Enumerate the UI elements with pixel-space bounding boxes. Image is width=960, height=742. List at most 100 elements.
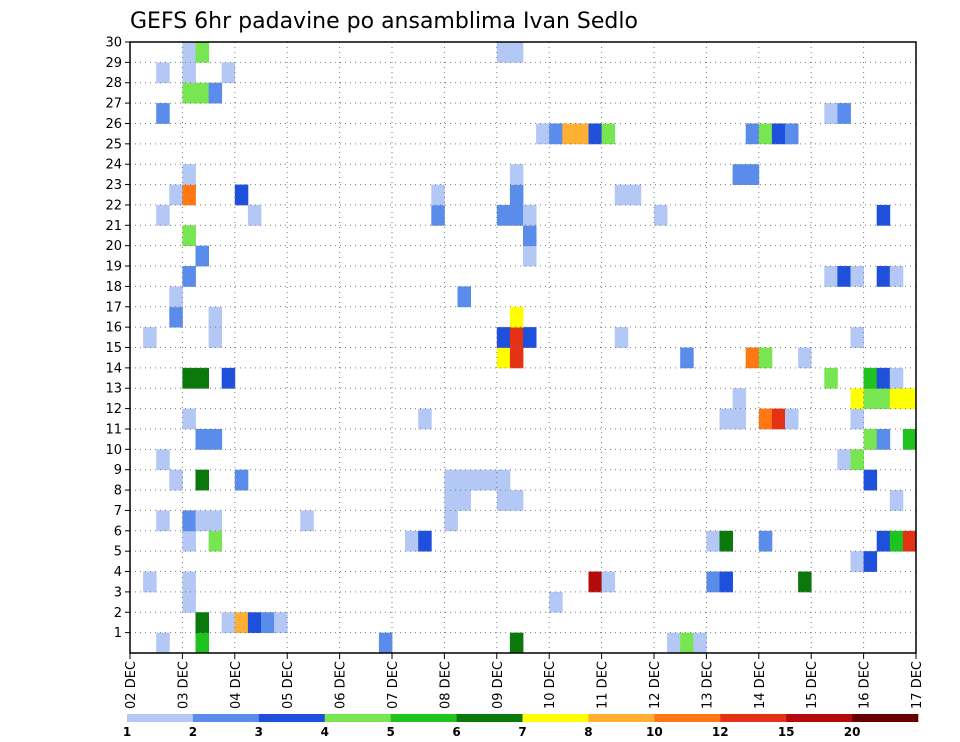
precip-cell: [182, 82, 196, 104]
legend-label: 5: [386, 725, 394, 739]
precip-cell: [837, 449, 851, 471]
precip-cell: [850, 408, 864, 430]
precip-cell: [169, 306, 183, 328]
precip-cell: [234, 612, 249, 634]
precip-cell: [182, 367, 196, 389]
legend-swatch: [786, 714, 853, 722]
precip-cell: [850, 388, 864, 409]
precip-cell: [902, 530, 917, 552]
precip-cell: [182, 184, 196, 206]
precip-cell: [902, 428, 917, 450]
precip-cell: [208, 327, 223, 348]
precip-cell: [195, 632, 209, 654]
precip-cell: [824, 367, 838, 389]
legend-swatch: [192, 714, 260, 722]
y-tick-label: 10: [105, 443, 122, 458]
y-tick-label: 25: [105, 137, 122, 152]
precip-cell: [863, 469, 878, 491]
precip-cell: [457, 286, 471, 308]
y-tick-label: 5: [114, 545, 122, 560]
precip-cell: [247, 612, 262, 634]
precip-cell: [850, 266, 864, 287]
precip-cell: [536, 123, 550, 145]
precip-cell: [195, 82, 209, 104]
x-tick-label: 16 DEC: [858, 661, 873, 709]
precip-cell: [496, 347, 511, 369]
precip-cell: [902, 388, 917, 409]
y-tick-label: 8: [114, 484, 122, 499]
precip-cell: [588, 123, 602, 145]
legend-swatch: [522, 714, 589, 722]
precip-cell: [208, 530, 223, 552]
y-tick-label: 26: [105, 117, 122, 132]
plot-area: 1234567891011121314151617181920212223242…: [105, 36, 925, 709]
precip-cell: [496, 204, 511, 226]
precip-cell: [221, 367, 236, 389]
precip-cell: [221, 612, 236, 634]
precip-cell: [182, 225, 196, 247]
legend-label: 2: [189, 725, 197, 739]
precip-cell: [195, 510, 209, 532]
legend-label: 15: [778, 725, 795, 739]
precip-cell: [509, 327, 524, 348]
precip-cell: [483, 469, 498, 491]
precip-cell: [889, 367, 904, 389]
precip-cell: [509, 490, 524, 511]
precip-cell: [627, 184, 642, 206]
x-tick-label: 12 DEC: [648, 661, 663, 709]
color-legend: 1 2 3 4 5 6 7 8 10 12 15 20: [123, 714, 919, 739]
precip-cell: [444, 469, 458, 491]
y-tick-label: 18: [105, 280, 122, 295]
precip-cell: [182, 591, 196, 613]
x-tick-label: 08 DEC: [438, 661, 453, 709]
precip-cell: [614, 184, 629, 206]
precip-cell: [261, 612, 275, 634]
legend-swatch: [852, 714, 919, 722]
precip-cell: [195, 367, 209, 389]
x-tick-label: 14 DEC: [753, 661, 768, 709]
precip-cell: [771, 408, 786, 430]
precip-cells: [143, 42, 917, 654]
y-tick-label: 4: [114, 565, 122, 580]
precip-cell: [889, 490, 904, 511]
precip-cell: [378, 632, 393, 654]
precip-cell: [143, 327, 157, 348]
y-tick-label: 14: [105, 361, 122, 376]
y-tick-label: 9: [114, 463, 122, 478]
precip-cell: [444, 510, 458, 532]
precip-cell: [876, 530, 891, 552]
precip-cell: [889, 266, 904, 287]
precip-cell: [418, 408, 432, 430]
y-tick-label: 17: [105, 300, 122, 315]
precip-cell: [732, 408, 747, 430]
precip-cell: [221, 62, 236, 84]
precip-cell: [208, 82, 223, 104]
y-tick-label: 3: [114, 585, 122, 600]
x-tick-label: 04 DEC: [229, 661, 244, 709]
x-tick-label: 07 DEC: [386, 661, 401, 709]
y-tick-label: 12: [105, 402, 122, 417]
precip-cell: [156, 204, 170, 226]
precip-cell: [509, 204, 524, 226]
precip-cell: [156, 103, 170, 124]
precip-cell: [431, 184, 445, 206]
precip-cell: [496, 42, 511, 63]
legend-label: 7: [518, 725, 526, 739]
precip-cell: [523, 204, 537, 226]
legend-swatch: [720, 714, 787, 722]
y-tick-label: 11: [105, 422, 122, 437]
precip-cell: [470, 469, 485, 491]
legend-label: 10: [646, 725, 663, 739]
y-tick-label: 16: [105, 321, 122, 336]
legend-swatch: [258, 714, 326, 722]
legend-label: 6: [452, 725, 460, 739]
precip-cell: [509, 164, 524, 185]
precip-cell: [496, 490, 511, 511]
precip-cell: [195, 612, 209, 634]
precip-cell: [785, 123, 799, 145]
precip-cell: [182, 530, 196, 552]
precip-cell: [706, 530, 720, 552]
precip-cell: [182, 266, 196, 287]
precip-cell: [758, 408, 773, 430]
precip-cell: [876, 388, 891, 409]
